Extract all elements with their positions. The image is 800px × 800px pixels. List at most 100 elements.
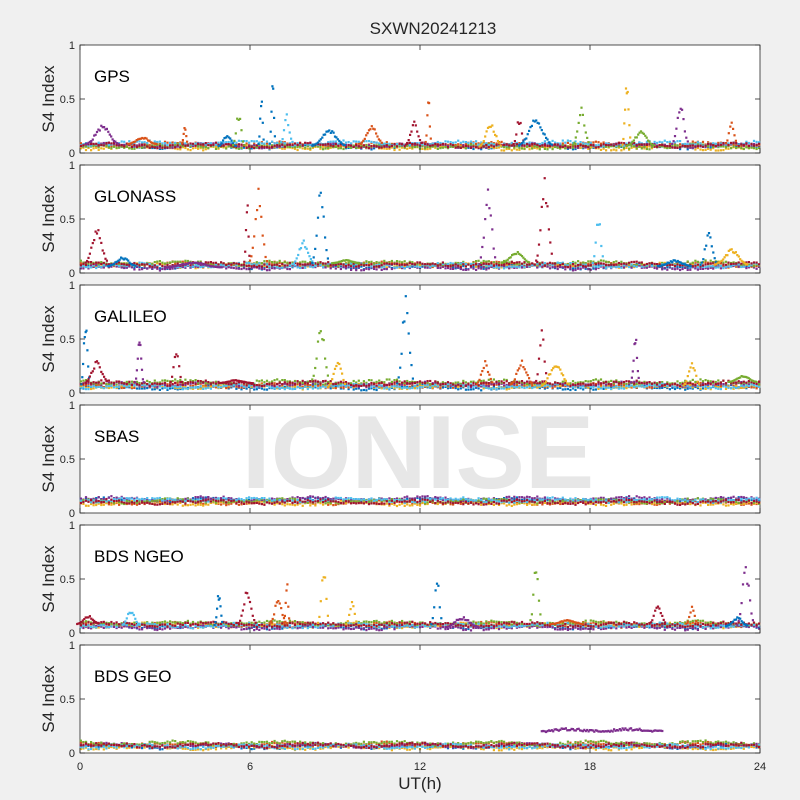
- data-point: [332, 143, 335, 146]
- data-point: [528, 129, 531, 132]
- data-point: [610, 143, 613, 146]
- data-point: [533, 120, 536, 123]
- data-point: [633, 260, 636, 263]
- data-point: [722, 145, 725, 148]
- data-point: [334, 142, 337, 146]
- data-point: [133, 143, 136, 147]
- data-point: [370, 140, 373, 143]
- data-point: [153, 261, 156, 264]
- data-point: [574, 261, 577, 264]
- data-point: [722, 267, 725, 270]
- data-point: [398, 262, 401, 265]
- data-point: [592, 265, 595, 268]
- data-point: [186, 262, 189, 265]
- data-point: [599, 384, 603, 387]
- data-point: [242, 146, 246, 149]
- data-point: [411, 383, 414, 386]
- data-point: [699, 148, 702, 151]
- data-point: [309, 148, 312, 151]
- data-point: [638, 264, 641, 267]
- data-point: [513, 140, 516, 143]
- data-point: [325, 249, 328, 252]
- data-point: [181, 265, 184, 268]
- data-point: [87, 262, 90, 265]
- data-point: [233, 139, 236, 142]
- data-point: [276, 145, 279, 148]
- data-point: [478, 145, 481, 148]
- data-point: [291, 385, 294, 388]
- data-point: [248, 147, 251, 150]
- data-point: [571, 264, 575, 267]
- data-point: [520, 255, 524, 258]
- data-point: [531, 262, 534, 265]
- data-point: [161, 264, 164, 268]
- data-point: [644, 134, 647, 137]
- data-point: [717, 261, 720, 264]
- data-point: [641, 131, 644, 134]
- data-point: [271, 85, 274, 88]
- data-point: [712, 144, 715, 147]
- data-point: [411, 265, 414, 268]
- data-point: [199, 266, 202, 269]
- data-point: [724, 143, 728, 146]
- data-point: [605, 143, 608, 147]
- data-point: [153, 264, 156, 267]
- data-point: [110, 145, 113, 148]
- data-point: [90, 264, 93, 267]
- data-point: [719, 385, 722, 388]
- data-point: [499, 144, 502, 147]
- data-point: [163, 140, 167, 143]
- data-point: [661, 268, 664, 271]
- data-point: [226, 135, 229, 138]
- data-point: [304, 146, 307, 149]
- data-point: [281, 138, 284, 141]
- data-point: [439, 263, 442, 266]
- data-point: [350, 146, 353, 149]
- data-point: [322, 265, 325, 269]
- data-point: [515, 262, 518, 265]
- data-point: [383, 147, 386, 150]
- data-point: [214, 261, 218, 264]
- data-point: [574, 136, 577, 139]
- data-point: [676, 146, 679, 149]
- data-point: [480, 265, 483, 268]
- data-point: [605, 260, 608, 263]
- data-point: [283, 145, 286, 148]
- data-point: [197, 387, 200, 390]
- data-point: [414, 124, 417, 127]
- data-point: [526, 263, 529, 266]
- data-point: [418, 384, 422, 387]
- data-point: [196, 261, 199, 264]
- data-point: [212, 142, 215, 145]
- data-point: [217, 147, 220, 150]
- data-point: [706, 234, 709, 237]
- data-point: [671, 142, 674, 145]
- data-point: [513, 146, 516, 149]
- data-point: [309, 147, 312, 150]
- data-point: [605, 267, 608, 270]
- data-point: [709, 265, 712, 268]
- data-point: [169, 387, 172, 390]
- data-point: [135, 265, 139, 268]
- data-point: [155, 142, 158, 146]
- data-point: [459, 143, 462, 146]
- data-point: [258, 145, 261, 149]
- data-point: [520, 142, 524, 145]
- data-point: [418, 142, 422, 145]
- data-point: [260, 387, 263, 390]
- data-point: [605, 263, 608, 266]
- data-point: [222, 144, 225, 147]
- data-point: [452, 267, 455, 270]
- data-point: [628, 148, 631, 151]
- data-point: [589, 146, 592, 149]
- data-point: [597, 141, 600, 144]
- data-point: [732, 251, 735, 254]
- data-point: [554, 262, 557, 265]
- data-point: [408, 266, 411, 270]
- data-point: [174, 141, 177, 145]
- data-point: [178, 264, 181, 267]
- data-point: [452, 145, 455, 148]
- data-point: [730, 262, 733, 265]
- data-point: [406, 147, 409, 150]
- data-point: [128, 261, 131, 264]
